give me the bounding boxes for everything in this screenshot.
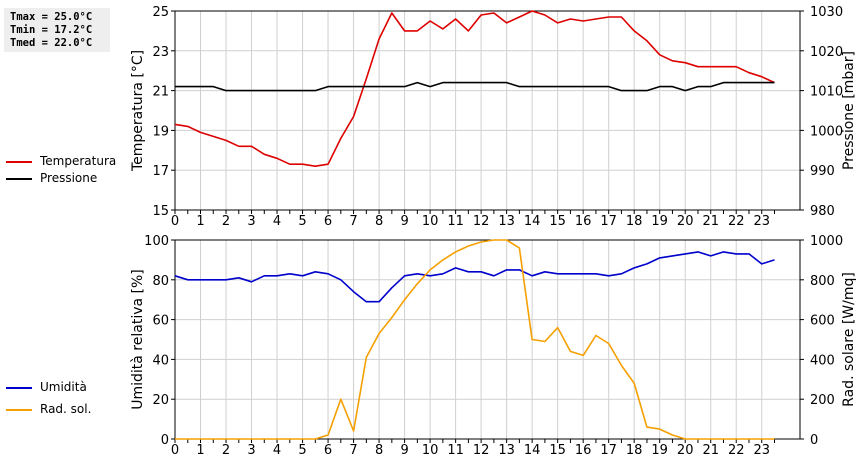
- x-tick-label: 18: [626, 214, 643, 229]
- x-tick-label: 23: [753, 214, 770, 229]
- y2-tick-label: 200: [810, 393, 835, 408]
- series-line-umidit-: [174, 251, 775, 303]
- x-tick-label: 3: [247, 443, 255, 458]
- y2-tick-label: 1030: [810, 5, 843, 20]
- x-tick-label: 20: [677, 443, 694, 458]
- stat-tmax: Tmax = 25.0°C: [10, 11, 93, 23]
- y2-tick-label: 990: [810, 164, 835, 179]
- x-tick-label: 13: [498, 443, 515, 458]
- stats-box: Tmax = 25.0°C Tmin = 17.2°C Tmed = 22.0°…: [4, 8, 110, 52]
- legend-label-umidita: Umidità: [40, 380, 87, 394]
- series-line-rad-sol-: [175, 239, 775, 440]
- x-tick-label: 7: [349, 214, 357, 229]
- x-tick-label: 12: [473, 214, 490, 229]
- x-tick-label: 8: [375, 443, 383, 458]
- y2-tick-label: 980: [810, 204, 835, 219]
- y-tick-label: 25: [152, 5, 169, 20]
- x-tick-label: 15: [549, 214, 566, 229]
- series-line-temperatura: [174, 10, 775, 167]
- x-tick-label: 7: [349, 443, 357, 458]
- legend-label-temperatura: Temperatura: [40, 154, 117, 168]
- x-tick-label: 3: [247, 214, 255, 229]
- x-tick-label: 23: [753, 443, 770, 458]
- stat-tmin: Tmin = 17.2°C: [10, 24, 93, 36]
- x-tick-label: 22: [728, 443, 745, 458]
- y2-tick-label: 1000: [810, 234, 843, 249]
- y2-tick-label: 0: [810, 433, 818, 448]
- x-tick-label: 4: [273, 214, 281, 229]
- x-tick-label: 1: [196, 443, 204, 458]
- x-tick-label: 1: [196, 214, 204, 229]
- chart-panel-0: [171, 10, 804, 214]
- x-tick-label: 22: [728, 214, 745, 229]
- x-tick-label: 15: [549, 443, 566, 458]
- y2-axis-label: Pressione [mbar]: [841, 51, 857, 170]
- chart-panel-1: [171, 239, 804, 443]
- y2-tick-label: 600: [810, 314, 835, 329]
- x-tick-label: 16: [575, 214, 592, 229]
- y-tick-label: 80: [152, 274, 169, 289]
- x-tick-label: 14: [524, 443, 541, 458]
- x-tick-label: 21: [702, 443, 719, 458]
- x-tick-label: 17: [600, 443, 617, 458]
- y-tick-label: 20: [152, 393, 169, 408]
- y2-tick-label: 1020: [810, 45, 843, 60]
- x-tick-label: 2: [222, 443, 230, 458]
- legend-swatch-temperatura: [6, 161, 32, 163]
- legend-swatch-radsol: [6, 409, 32, 411]
- y-tick-label: 15: [152, 204, 169, 219]
- legend-swatch-umidita: [6, 387, 32, 389]
- x-tick-label: 11: [447, 214, 464, 229]
- x-tick-label: 0: [171, 443, 179, 458]
- x-tick-label: 19: [651, 214, 668, 229]
- x-tick-label: 4: [273, 443, 281, 458]
- x-tick-label: 17: [600, 214, 617, 229]
- x-tick-label: 16: [575, 443, 592, 458]
- y-tick-label: 60: [152, 314, 169, 329]
- legend-label-radsol: Rad. sol.: [40, 402, 92, 416]
- y-tick-label: 100: [144, 234, 169, 249]
- x-tick-label: 20: [677, 214, 694, 229]
- x-tick-label: 5: [298, 443, 306, 458]
- x-tick-label: 10: [422, 443, 439, 458]
- y-tick-label: 23: [152, 45, 169, 60]
- plot-frame: [174, 239, 801, 440]
- x-tick-label: 6: [324, 443, 332, 458]
- x-tick-label: 14: [524, 214, 541, 229]
- y2-tick-label: 1010: [810, 85, 843, 100]
- x-tick-label: 8: [375, 214, 383, 229]
- x-tick-label: 5: [298, 214, 306, 229]
- y2-axis-label: Rad. solare [W/mq]: [841, 272, 857, 407]
- y2-tick-label: 1000: [810, 124, 843, 139]
- y-axis-label: Temperatura [°C]: [130, 50, 146, 172]
- y2-tick-label: 400: [810, 353, 835, 368]
- x-tick-label: 9: [400, 214, 408, 229]
- y-tick-label: 17: [152, 164, 169, 179]
- x-tick-label: 12: [473, 443, 490, 458]
- legend-swatch-pressione: [6, 178, 32, 180]
- legend-label-pressione: Pressione: [40, 171, 98, 185]
- plot-frame: [174, 10, 801, 211]
- x-tick-label: 2: [222, 214, 230, 229]
- x-tick-label: 0: [171, 214, 179, 229]
- y-tick-label: 19: [152, 124, 169, 139]
- y-tick-label: 21: [152, 85, 169, 100]
- series-line-pressione: [175, 81, 775, 92]
- y-axis-label: Umidità relativa [%]: [130, 269, 146, 410]
- y-tick-label: 40: [152, 353, 169, 368]
- y-tick-label: 0: [161, 433, 169, 448]
- x-tick-label: 13: [498, 214, 515, 229]
- x-tick-label: 19: [651, 443, 668, 458]
- y2-tick-label: 800: [810, 274, 835, 289]
- stat-tmed: Tmed = 22.0°C: [10, 37, 93, 49]
- x-tick-label: 11: [447, 443, 464, 458]
- x-tick-label: 6: [324, 214, 332, 229]
- x-tick-label: 10: [422, 214, 439, 229]
- x-tick-label: 21: [702, 214, 719, 229]
- x-tick-label: 9: [400, 443, 408, 458]
- x-tick-label: 18: [626, 443, 643, 458]
